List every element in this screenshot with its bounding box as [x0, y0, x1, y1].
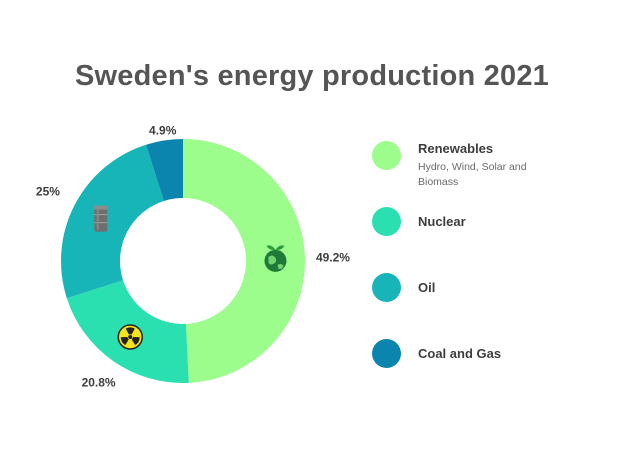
data-label-nuclear: 20.8%	[82, 376, 116, 390]
legend-label-oil: Oil	[418, 280, 436, 295]
oil-barrel-icon	[94, 205, 108, 232]
radiation-icon	[117, 324, 143, 350]
data-label-renewables: 49.2%	[316, 250, 350, 264]
legend-item-coal-and-gas: Coal and Gas	[372, 339, 501, 368]
legend-swatch-oil	[372, 273, 401, 302]
data-label-oil: 25%	[36, 184, 60, 198]
legend-item-renewables: Renewables Hydro, Wind, Solar and Biomas…	[372, 141, 548, 190]
legend-swatch-renewables	[372, 141, 401, 170]
legend-label-nuclear: Nuclear	[418, 214, 466, 229]
legend-label-renewables: Renewables	[418, 141, 494, 156]
legend-item-nuclear: Nuclear	[372, 207, 466, 236]
legend-swatch-nuclear	[372, 207, 401, 236]
donut-slice-renewables	[183, 139, 305, 383]
data-label-coal-and-gas: 4.9%	[149, 124, 177, 138]
donut-slice-oil	[61, 144, 164, 299]
chart-title: Sweden's energy production 2021	[74, 60, 549, 92]
legend-label-coal-and-gas: Coal and Gas	[418, 346, 502, 361]
legend-swatch-coal-and-gas	[372, 339, 401, 368]
globe-leaf-icon	[264, 245, 287, 272]
donut-slice-coal-and-gas	[145, 139, 183, 201]
legend-item-oil: Oil	[372, 273, 435, 302]
legend-sublabel-renewables: Hydro, Wind, Solar and Biomass	[418, 161, 527, 188]
